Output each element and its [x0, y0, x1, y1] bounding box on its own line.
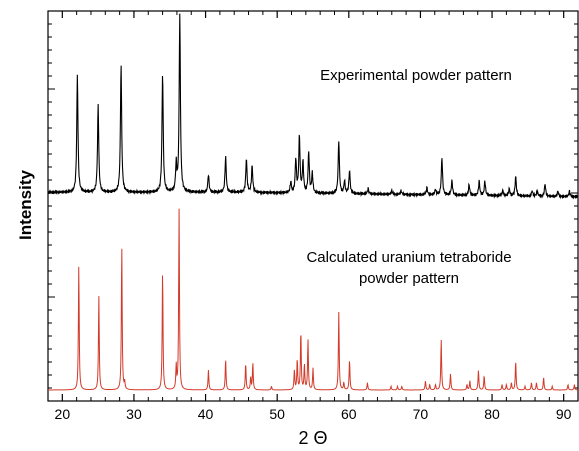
x-tick-label: 40 — [198, 406, 214, 422]
x-tick-label: 50 — [269, 406, 285, 422]
y-minor-ticks — [48, 23, 578, 389]
x-tick-label: 30 — [126, 406, 142, 422]
annotation-experimental: Experimental powder pattern — [320, 67, 512, 84]
series-line — [47, 13, 579, 200]
annotation-calculated-line1: Calculated uranium tetraboride — [306, 249, 511, 266]
annotation-calculated-line2: powder pattern — [359, 270, 459, 287]
x-tick-label: 70 — [413, 406, 429, 422]
y-axis-label: Intensity — [16, 170, 35, 240]
x-tick-label: 80 — [484, 406, 500, 422]
x-tick-label: 20 — [55, 406, 71, 422]
x-axis: 20 30 40 50 60 70 80 90 — [55, 11, 579, 422]
series-layer — [47, 13, 579, 391]
x-tick-label: 60 — [341, 406, 357, 422]
x-axis-label: 2 Θ — [298, 428, 327, 448]
x-tick-label: 90 — [556, 406, 572, 422]
series-line — [48, 208, 579, 391]
